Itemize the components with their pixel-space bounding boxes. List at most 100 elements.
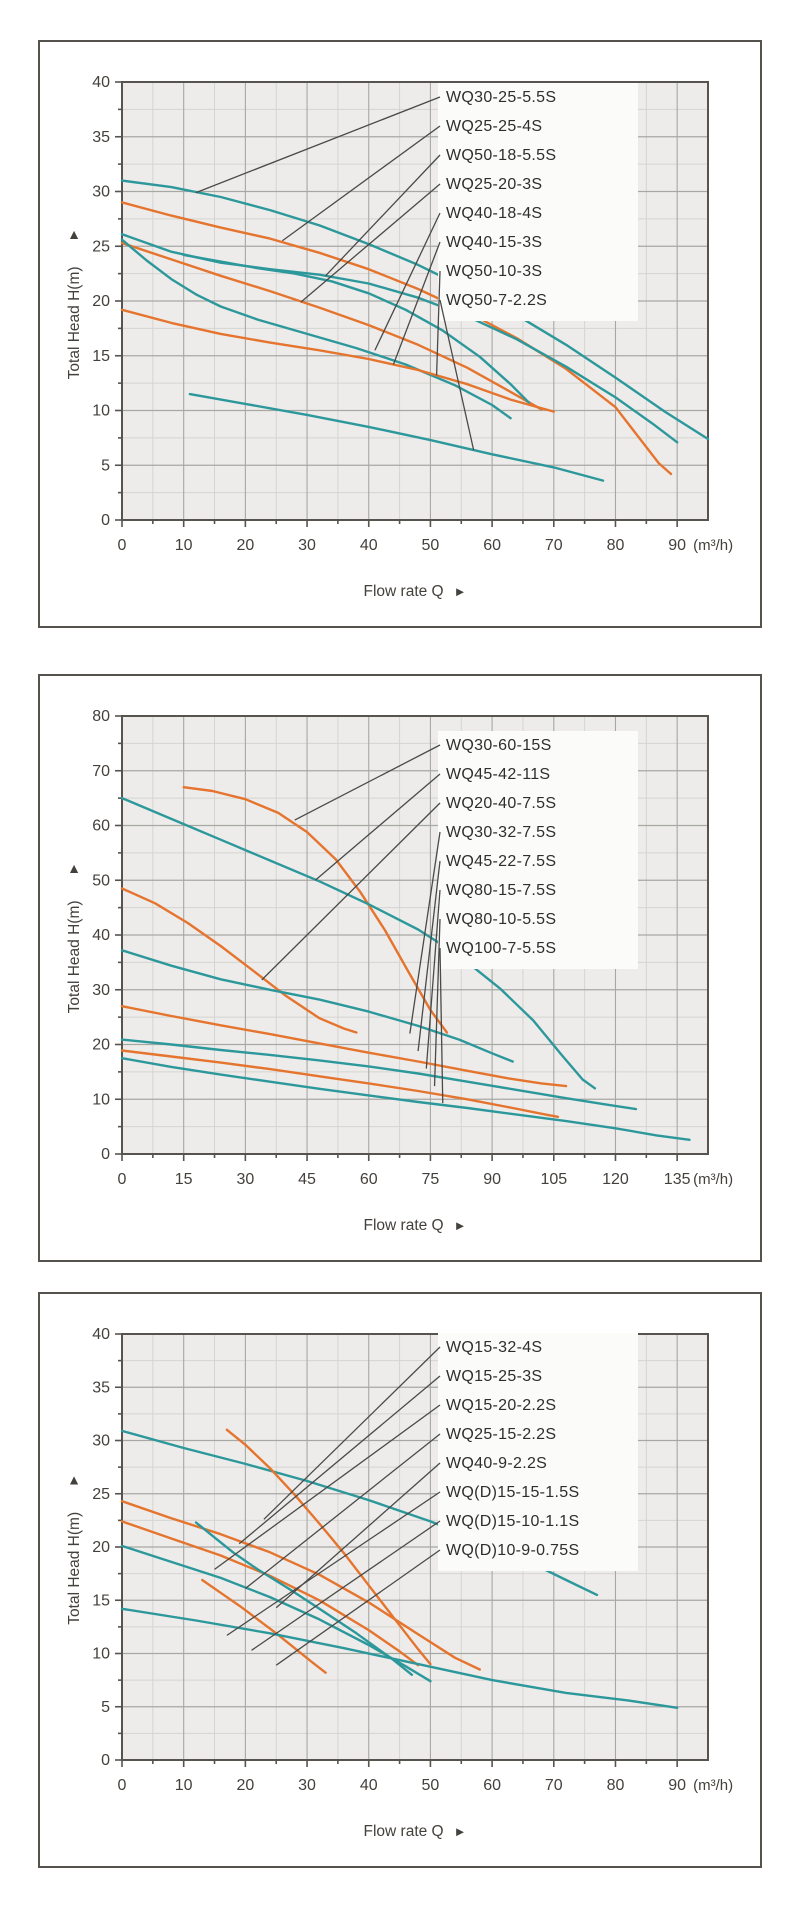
y-tick-label: 0 xyxy=(101,1146,110,1163)
x-tick-label: 60 xyxy=(360,1171,378,1188)
curve-label-WQ30-60-15S: WQ30-60-15S xyxy=(446,737,552,754)
y-tick-label: 15 xyxy=(92,348,110,365)
x-tick-label: 80 xyxy=(607,537,625,554)
y-axis-title: Total Head H(m) xyxy=(66,1512,83,1625)
curve-WQ30-25-5.5S xyxy=(120,179,710,441)
curve-WQ40-15-3S xyxy=(182,253,531,404)
x-axis-arrow-icon: ► xyxy=(454,1824,467,1839)
curve-label-WQ40-15-3S: WQ40-15-3S xyxy=(446,234,542,251)
pump-curves-chart-1: 0 10 20 30 40 50 60 70 80 90 0 5 10 15 20 25 30 35 40 (m³/h… xyxy=(66,74,733,600)
curve-label-WQ(D)10-9-0.75S: WQ(D)10-9-0.75S xyxy=(446,1542,579,1559)
y-tick-label: 20 xyxy=(92,1037,110,1054)
y-tick-label: 15 xyxy=(92,1592,110,1609)
curve-WQ80-15-7.5S xyxy=(120,1038,638,1111)
y-tick-label: 0 xyxy=(101,512,110,529)
y-axis-arrow-icon: ▲ xyxy=(67,1471,81,1487)
x-axis-arrow-icon: ► xyxy=(454,1218,467,1233)
page: 0 10 20 30 40 50 60 70 80 90 0 5 10 15 20 25 30 35 40 (m³/h… xyxy=(38,40,762,1868)
curve-WQ30-32-7.5S xyxy=(120,949,514,1063)
leader-line-WQ30-32-7.5S xyxy=(409,831,441,1034)
x-tick-label: 50 xyxy=(422,1777,440,1794)
x-tick-label: 0 xyxy=(118,1777,127,1794)
x-axis-unit: (m³/h) xyxy=(693,537,733,554)
x-tick-label: 20 xyxy=(236,537,254,554)
y-axis-title-group: Total Head H(m) xyxy=(66,1512,83,1625)
x-axis-arrow-icon: ► xyxy=(454,584,467,599)
x-tick-label: 30 xyxy=(298,1777,316,1794)
x-tick-label: 10 xyxy=(175,537,193,554)
curve-label-WQ100-7-5.5S: WQ100-7-5.5S xyxy=(446,940,556,957)
x-tick-label: 105 xyxy=(540,1171,567,1188)
curve-label-WQ25-25-4S: WQ25-25-4S xyxy=(446,118,542,135)
curve-label-WQ20-40-7.5S: WQ20-40-7.5S xyxy=(446,795,556,812)
curve-WQ(D)15-15-1.5S xyxy=(194,1521,414,1676)
y-axis-title-group: Total Head H(m) xyxy=(66,266,83,379)
leader-line-WQ(D)15-15-1.5S xyxy=(226,1491,441,1636)
leader-line-WQ30-25-5.5S xyxy=(195,96,441,194)
y-tick-label: 35 xyxy=(92,129,110,146)
y-tick-label: 25 xyxy=(92,238,110,255)
curve-WQ25-20-3S xyxy=(120,241,543,411)
y-axis-title: Total Head H(m) xyxy=(66,900,83,1013)
x-tick-label: 40 xyxy=(360,1777,378,1794)
x-tick-label: 30 xyxy=(236,1171,254,1188)
curve-label-WQ25-20-3S: WQ25-20-3S xyxy=(446,176,542,193)
curve-label-WQ(D)15-10-1.1S: WQ(D)15-10-1.1S xyxy=(446,1513,579,1530)
curve-WQ15-20-2.2S xyxy=(120,1499,481,1671)
leader-line-WQ20-40-7.5S xyxy=(261,802,441,981)
y-axis-arrow-icon: ▲ xyxy=(67,860,81,876)
x-tick-label: 80 xyxy=(607,1777,625,1794)
x-tick-label: 90 xyxy=(483,1171,501,1188)
x-tick-label: 135 xyxy=(664,1171,691,1188)
x-tick-label: 90 xyxy=(668,537,686,554)
y-tick-label: 40 xyxy=(92,74,110,91)
y-axis-arrow-icon: ▲ xyxy=(67,226,81,242)
curve-WQ50-10-3S xyxy=(120,308,555,413)
y-tick-label: 60 xyxy=(92,818,110,835)
leader-line-WQ25-15-2.2S xyxy=(244,1433,441,1590)
leader-line-WQ80-10-5.5S xyxy=(433,918,441,1087)
x-tick-label: 10 xyxy=(175,1777,193,1794)
y-tick-label: 25 xyxy=(92,1486,110,1503)
x-tick-label: 0 xyxy=(118,1171,127,1188)
curve-WQ40-18-4S xyxy=(120,238,512,420)
leader-line-WQ(D)15-10-1.1S xyxy=(251,1520,441,1651)
chart-box-2: 0 15 30 45 60 75 90 105 120 135 0 10 20 30 40 50 60 70 80 (… xyxy=(38,674,762,1262)
y-tick-label: 5 xyxy=(101,1699,110,1716)
curve-label-WQ45-42-11S: WQ45-42-11S xyxy=(446,766,550,783)
x-tick-label: 90 xyxy=(668,1777,686,1794)
x-tick-label: 30 xyxy=(298,537,316,554)
curve-label-WQ50-7-2.2S: WQ50-7-2.2S xyxy=(446,292,547,309)
y-tick-label: 30 xyxy=(92,982,110,999)
curve-label-WQ30-25-5.5S: WQ30-25-5.5S xyxy=(446,89,556,106)
x-axis-title: Flow rate Q ► xyxy=(364,1823,467,1840)
curve-WQ(D)15-10-1.1S xyxy=(200,1578,327,1674)
curve-WQ50-7-2.2S xyxy=(188,392,605,482)
y-tick-label: 20 xyxy=(92,293,110,310)
y-tick-label: 10 xyxy=(92,403,110,420)
leader-line-WQ80-15-7.5S xyxy=(425,889,441,1069)
leader-line-WQ15-25-3S xyxy=(238,1375,441,1545)
x-tick-label: 75 xyxy=(422,1171,440,1188)
y-axis-title: Total Head H(m) xyxy=(66,266,83,379)
pump-curves-chart-2: 0 15 30 45 60 75 90 105 120 135 0 10 20 30 40 50 60 70 80 (… xyxy=(66,708,733,1234)
leader-line-WQ50-7-2.2S xyxy=(439,299,475,451)
leader-line-WQ50-10-3S xyxy=(435,270,441,376)
leader-line-WQ15-32-4S xyxy=(263,1346,441,1520)
leader-line-WQ40-18-4S xyxy=(374,212,441,351)
curve-label-WQ80-15-7.5S: WQ80-15-7.5S xyxy=(446,882,556,899)
x-axis-title-text: Flow rate Q xyxy=(364,1217,444,1234)
pump-curves-chart-3: 0 10 20 30 40 50 60 70 80 90 0 5 10 15 20 25 30 35 40 (m³/h… xyxy=(66,1326,733,1840)
curve-label-WQ30-32-7.5S: WQ30-32-7.5S xyxy=(446,824,556,841)
x-axis-title: Flow rate Q ► xyxy=(364,583,467,600)
leader-line-WQ45-42-11S xyxy=(314,773,441,881)
x-tick-label: 70 xyxy=(545,1777,563,1794)
y-tick-label: 20 xyxy=(92,1539,110,1556)
curve-WQ(D)10-9-0.75S xyxy=(120,1607,679,1709)
y-tick-label: 30 xyxy=(92,1433,110,1450)
curve-WQ40-9-2.2S xyxy=(120,1544,432,1683)
curve-label-WQ45-22-7.5S: WQ45-22-7.5S xyxy=(446,853,556,870)
curve-WQ45-22-7.5S xyxy=(120,1005,568,1088)
y-tick-label: 40 xyxy=(92,1326,110,1343)
x-tick-label: 60 xyxy=(483,537,501,554)
